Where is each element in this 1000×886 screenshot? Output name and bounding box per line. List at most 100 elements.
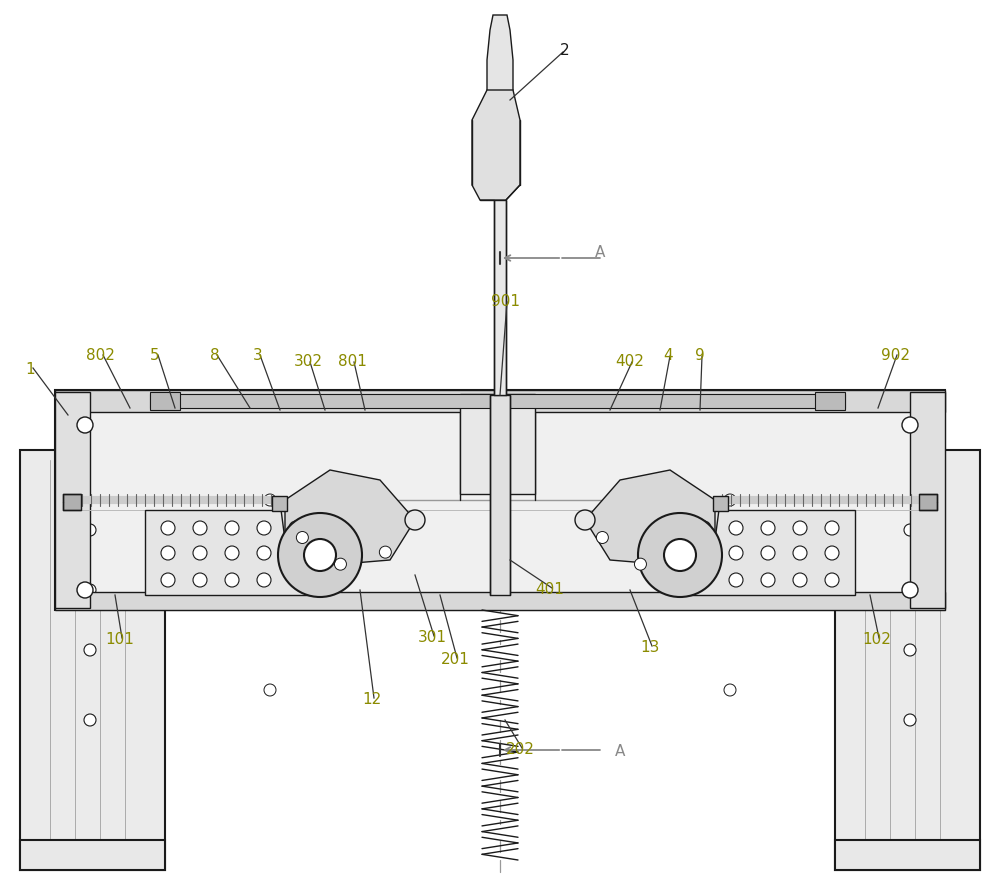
Text: 2: 2 <box>560 43 570 58</box>
Circle shape <box>257 573 271 587</box>
Circle shape <box>257 546 271 560</box>
Bar <box>713 496 728 511</box>
Circle shape <box>724 494 736 506</box>
Bar <box>490 395 510 595</box>
Circle shape <box>793 546 807 560</box>
Polygon shape <box>285 470 415 565</box>
Circle shape <box>304 539 336 571</box>
Circle shape <box>289 521 303 535</box>
Circle shape <box>904 584 916 596</box>
Circle shape <box>161 521 175 535</box>
Text: 302: 302 <box>294 354 322 369</box>
Circle shape <box>904 714 916 726</box>
Text: 13: 13 <box>640 641 660 656</box>
Bar <box>150 392 180 410</box>
Circle shape <box>264 494 276 506</box>
Circle shape <box>289 546 303 560</box>
Circle shape <box>825 521 839 535</box>
Text: 9: 9 <box>695 347 705 362</box>
Text: 102: 102 <box>863 633 891 648</box>
Circle shape <box>278 513 362 597</box>
Circle shape <box>793 573 807 587</box>
Circle shape <box>225 573 239 587</box>
Text: A: A <box>595 245 605 260</box>
Circle shape <box>296 532 308 543</box>
Text: 3: 3 <box>253 347 263 362</box>
Text: 901: 901 <box>490 294 520 309</box>
Circle shape <box>379 546 391 558</box>
Circle shape <box>77 582 93 598</box>
Circle shape <box>664 539 696 571</box>
Text: 5: 5 <box>150 347 160 362</box>
Bar <box>55 390 945 610</box>
Text: 101: 101 <box>106 633 134 648</box>
Bar <box>910 392 945 608</box>
Bar <box>690 510 855 595</box>
Bar <box>63 494 81 510</box>
Circle shape <box>264 684 276 696</box>
Text: 1: 1 <box>25 362 35 377</box>
Circle shape <box>825 546 839 560</box>
Bar <box>494 200 506 395</box>
Text: 12: 12 <box>362 693 382 708</box>
Bar <box>919 494 937 510</box>
Circle shape <box>405 510 425 530</box>
Circle shape <box>84 714 96 726</box>
Circle shape <box>761 546 775 560</box>
Circle shape <box>729 546 743 560</box>
Circle shape <box>161 546 175 560</box>
Text: 202: 202 <box>506 742 534 758</box>
Bar <box>835 840 980 870</box>
Circle shape <box>761 573 775 587</box>
Circle shape <box>902 582 918 598</box>
Circle shape <box>334 558 346 571</box>
Bar <box>55 390 945 412</box>
Circle shape <box>904 644 916 656</box>
Circle shape <box>596 532 608 543</box>
Circle shape <box>77 417 93 433</box>
Circle shape <box>697 573 711 587</box>
Bar <box>272 496 287 511</box>
Bar <box>20 450 165 870</box>
Polygon shape <box>585 470 715 565</box>
Bar <box>20 840 165 870</box>
Polygon shape <box>487 15 513 102</box>
Bar <box>815 392 845 410</box>
Circle shape <box>634 558 646 571</box>
Circle shape <box>679 546 691 558</box>
Bar <box>145 510 310 595</box>
Text: 902: 902 <box>881 347 910 362</box>
Circle shape <box>825 573 839 587</box>
Text: 301: 301 <box>418 631 446 646</box>
Circle shape <box>193 573 207 587</box>
Circle shape <box>225 521 239 535</box>
Text: 8: 8 <box>210 347 220 362</box>
Circle shape <box>193 546 207 560</box>
Text: 402: 402 <box>616 354 644 369</box>
Circle shape <box>724 684 736 696</box>
Circle shape <box>161 573 175 587</box>
Text: 401: 401 <box>536 582 564 597</box>
Circle shape <box>257 521 271 535</box>
Circle shape <box>902 417 918 433</box>
Circle shape <box>761 521 775 535</box>
Circle shape <box>638 513 722 597</box>
Polygon shape <box>472 90 520 200</box>
Circle shape <box>575 510 595 530</box>
Circle shape <box>193 521 207 535</box>
Circle shape <box>84 644 96 656</box>
Text: A: A <box>615 744 625 759</box>
Bar <box>55 592 945 610</box>
Circle shape <box>793 521 807 535</box>
Text: 801: 801 <box>338 354 366 369</box>
Circle shape <box>225 546 239 560</box>
Bar <box>150 394 845 408</box>
Circle shape <box>697 546 711 560</box>
Circle shape <box>697 521 711 535</box>
Circle shape <box>84 524 96 536</box>
Circle shape <box>729 521 743 535</box>
Bar <box>55 392 90 608</box>
Text: 201: 201 <box>441 652 469 667</box>
Text: 4: 4 <box>663 347 673 362</box>
Circle shape <box>904 524 916 536</box>
